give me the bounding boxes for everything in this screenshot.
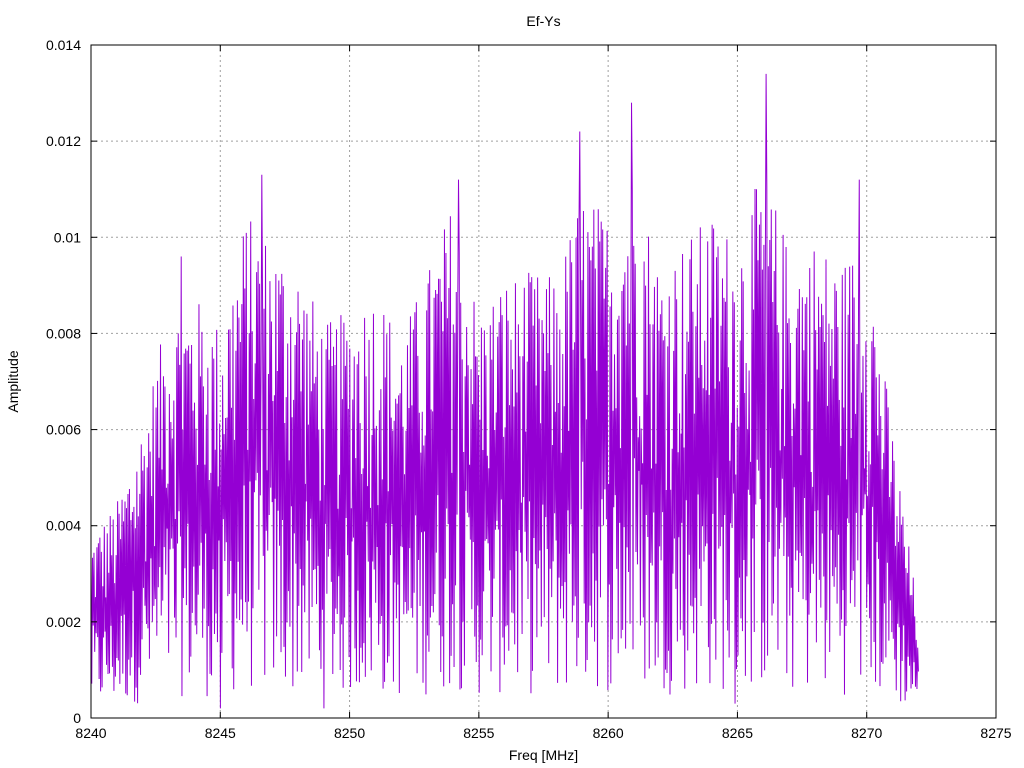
- y-tick-label: 0: [73, 710, 81, 726]
- chart-title: Ef-Ys: [526, 13, 560, 29]
- series-layer: [90, 73, 919, 709]
- x-tick-label: 8270: [851, 725, 882, 741]
- y-tick-label: 0.01: [54, 229, 81, 245]
- x-tick-label: 8265: [722, 725, 753, 741]
- y-tick-label: 0.014: [46, 37, 81, 53]
- y-tick-labels: 0 0.002 0.004 0.006 0.008 0.01 0.012 0.014: [46, 37, 81, 726]
- x-tick-label: 8245: [205, 725, 236, 741]
- x-tick-label: 8255: [463, 725, 494, 741]
- x-tick-label: 8250: [334, 725, 365, 741]
- ticks: [90, 44, 997, 719]
- y-tick-label: 0.004: [46, 518, 81, 534]
- y-tick-label: 0.008: [46, 325, 81, 341]
- plot-frame: [90, 44, 997, 719]
- y-tick-label: 0.012: [46, 133, 81, 149]
- x-tick-label: 8275: [980, 725, 1011, 741]
- x-tick-label: 8260: [593, 725, 624, 741]
- x-tick-labels: 8240 8245 8250 8255 8260 8265 8270 8275: [75, 725, 1011, 741]
- y-axis-label: Amplitude: [5, 350, 21, 412]
- y-tick-label: 0.006: [46, 422, 81, 438]
- x-axis-label: Freq [MHz]: [509, 747, 578, 763]
- series-line: [90, 73, 919, 709]
- y-tick-label: 0.002: [46, 614, 81, 630]
- x-tick-label: 8240: [75, 725, 106, 741]
